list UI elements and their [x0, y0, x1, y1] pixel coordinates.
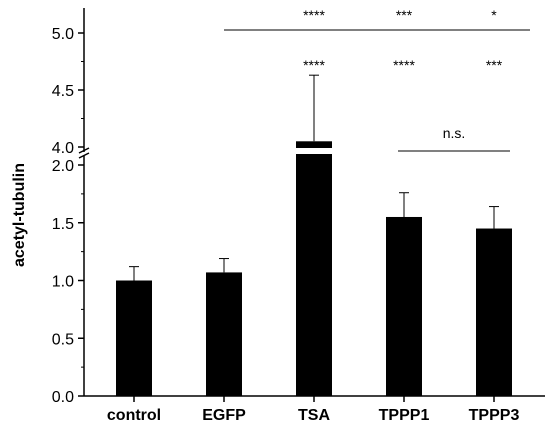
bar	[206, 272, 242, 396]
bar	[386, 216, 422, 396]
x-tick-label: TSA	[298, 407, 330, 424]
ns-label: n.s.	[443, 125, 466, 141]
y-tick-label: 5.0	[52, 26, 74, 43]
bar	[116, 280, 152, 396]
bar	[476, 228, 512, 396]
significance-label: ***	[396, 7, 413, 23]
axis-break-mark	[78, 152, 90, 159]
x-tick-label: control	[107, 407, 161, 424]
significance-label: *	[491, 7, 497, 23]
y-tick-label: 1.5	[52, 216, 74, 233]
y-axis-title: acetyl-tubulin	[11, 163, 28, 267]
y-tick-label: 0.5	[52, 331, 74, 348]
x-tick-label: EGFP	[202, 407, 246, 424]
significance-label: ****	[303, 7, 325, 23]
y-tick-label: 4.5	[52, 83, 74, 100]
plot-area: 0.0 0.5 1.0 1.5 2.04.0 4.5 5.0 control EGFP TSA TP…	[52, 7, 545, 424]
axis-break-mark	[78, 147, 90, 154]
bar	[296, 141, 332, 148]
x-tick-label: TPPP1	[379, 407, 430, 424]
y-tick-label: 0.0	[52, 389, 74, 406]
y-tick-label: 2.0	[52, 158, 74, 175]
x-tick-label: TPPP3	[469, 407, 520, 424]
y-tick-label: 1.0	[52, 274, 74, 291]
significance-label: ****	[393, 57, 415, 73]
significance-label: ****	[303, 57, 325, 73]
bar	[296, 154, 332, 396]
significance-label: ***	[486, 57, 503, 73]
y-tick-label: 4.0	[52, 140, 74, 157]
